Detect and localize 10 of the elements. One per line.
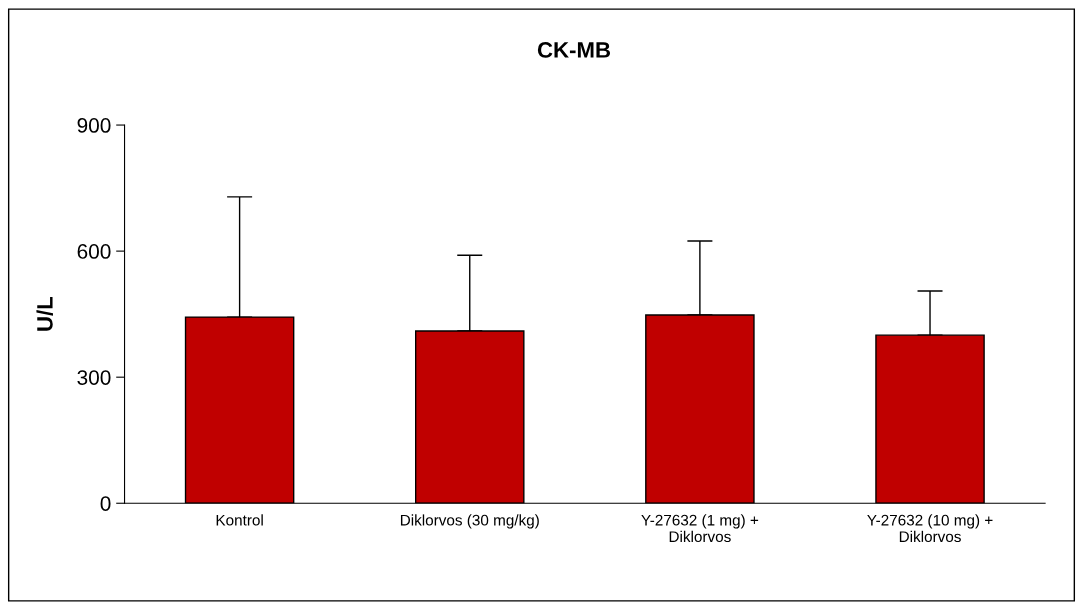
y-tick-label: 900 [77,118,111,133]
y-axis-title: U/L [36,296,53,331]
chart-title: CK-MB [537,42,611,58]
x-tick-label: Diklorvos (30 mg/kg) [400,514,539,529]
y-tick-label: 300 [77,370,111,385]
x-tick-label: Kontrol [216,514,263,526]
x-tick-label: Y-27632 (1 mg) + Diklorvos [641,514,759,543]
x-tick-label: Y-27632 (10 mg) + Diklorvos [867,514,993,543]
y-tick-label: 0 [100,496,111,511]
y-tick-label: 600 [77,244,111,259]
